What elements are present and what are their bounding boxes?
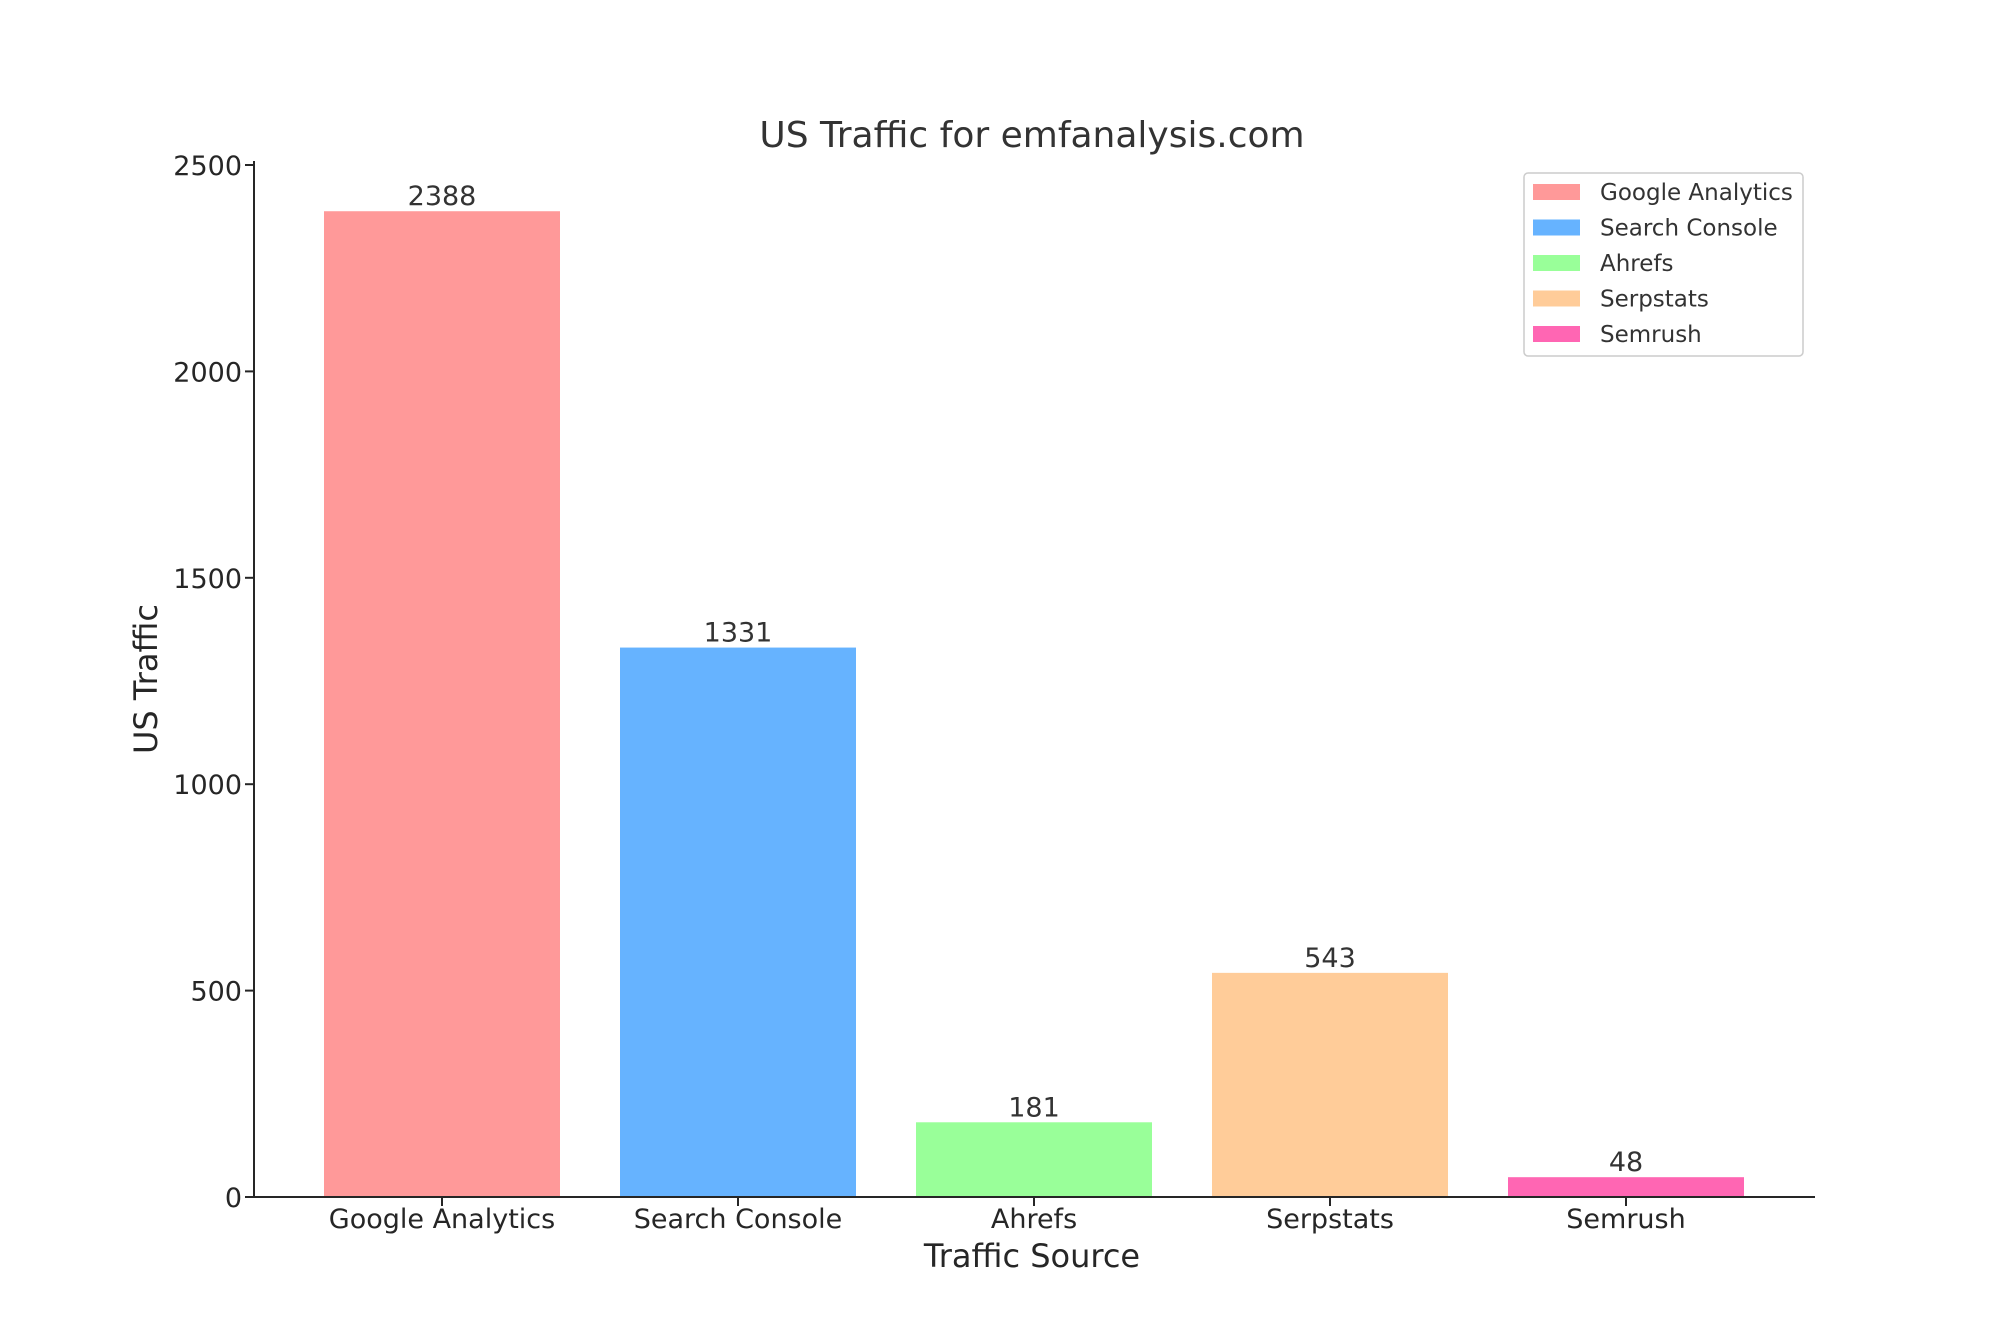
bar [324,211,560,1198]
y-tick-label: 500 [190,977,242,1008]
legend-swatch [1533,290,1580,307]
y-tick-label: 0 [225,1183,242,1214]
bar-value-label: 543 [1304,943,1356,974]
legend-swatch [1533,255,1580,271]
bar [1212,972,1448,1197]
legend-swatch [1533,184,1580,200]
x-tick-label: Semrush [1566,1204,1685,1235]
legend-label: Serpstats [1600,287,1709,313]
legend-label: Ahrefs [1600,251,1674,277]
legend-frame [1523,172,1804,357]
y-tick-label: 1000 [173,770,242,801]
x-axis: Google Analytics Search Console Ahrefs Serp… [329,1197,1686,1235]
legend-swatch [1533,219,1580,236]
bar [1508,1177,1744,1197]
y-tick-label: 2000 [173,357,242,388]
legend: Google Analytics Search Console Ahrefs Serp… [1523,172,1804,357]
bar-value-label: 48 [1609,1147,1643,1178]
bar-value-label: 1331 [704,618,773,649]
legend-label: Search Console [1600,216,1778,242]
bar [916,1122,1152,1197]
y-axis: 0 500 1000 1500 2000 2500 [173,151,254,1214]
y-tick-label: 1500 [173,564,242,595]
x-tick-label: Serpstats [1266,1204,1394,1235]
x-tick-label: Ahrefs [991,1204,1077,1235]
chart-title: US Traffic for emfanalysis.com [759,115,1304,156]
legend-label: Semrush [1600,322,1702,348]
legend-swatch [1533,326,1580,342]
x-axis-label: Traffic Source [923,1237,1140,1275]
y-tick-label: 2500 [173,151,242,182]
x-tick-label: Search Console [634,1204,843,1235]
y-axis-label: US Traffic [127,604,165,754]
bar [620,647,856,1197]
bars-group [324,211,1744,1198]
value-labels-group: 2388 1331 181 543 48 [408,181,1644,1178]
bar-value-label: 2388 [408,181,477,212]
legend-label: Google Analytics [1600,180,1793,206]
x-tick-label: Google Analytics [329,1204,555,1235]
bar-value-label: 181 [1008,1092,1060,1123]
